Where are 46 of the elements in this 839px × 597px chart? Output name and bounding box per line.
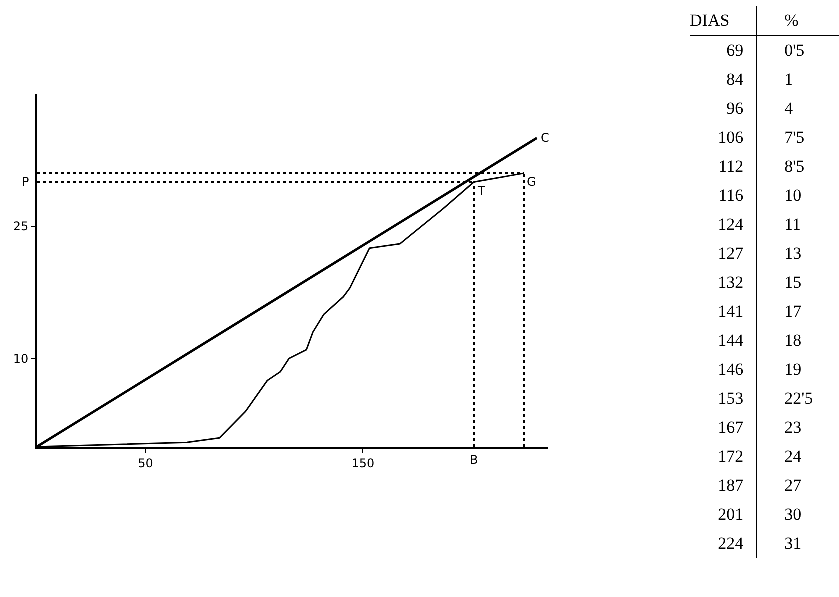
text: 106 <box>690 123 756 152</box>
text: 146 <box>690 355 756 384</box>
text: 15 <box>784 272 803 294</box>
annotation: G <box>527 175 536 189</box>
text: 84 <box>690 65 756 94</box>
text: 18 <box>784 330 803 352</box>
text: 201 <box>690 500 756 529</box>
text: 153 <box>690 384 756 413</box>
text: 11 <box>784 214 802 236</box>
text: 24 <box>784 446 803 468</box>
text: 31 <box>784 532 803 554</box>
text: 124 <box>690 210 756 239</box>
text: 13 <box>784 242 803 264</box>
text: 4 <box>784 98 794 120</box>
text: 167 <box>690 413 756 442</box>
text: 69 <box>690 36 756 65</box>
y-tick-label: 25 <box>13 220 29 234</box>
text: 27 <box>784 474 803 496</box>
text: 8'5 <box>784 156 806 178</box>
text: 96 <box>690 94 756 123</box>
ref-line-label: B <box>470 453 478 467</box>
text: 30 <box>784 504 803 526</box>
text: 132 <box>690 268 756 297</box>
text: 7'5 <box>784 126 806 148</box>
text: 127 <box>690 239 756 268</box>
text: 1 <box>784 68 794 90</box>
text: 116 <box>690 181 756 210</box>
text: 224 <box>690 529 756 558</box>
text: 10 <box>784 184 803 206</box>
text: 144 <box>690 326 756 355</box>
annotation: T <box>477 184 486 198</box>
text: 172 <box>690 442 756 471</box>
text: 23 <box>784 416 803 438</box>
text: 22'5 <box>784 388 814 410</box>
text: 17 <box>784 300 803 322</box>
text: % <box>756 6 839 36</box>
text: 0'5 <box>784 40 806 62</box>
x-tick-label: 150 <box>352 456 375 470</box>
text: DIAS <box>690 6 756 36</box>
text: 112 <box>690 152 756 181</box>
text: 141 <box>690 297 756 326</box>
x-tick-label: 50 <box>138 456 154 470</box>
text: 187 <box>690 471 756 500</box>
ref-line-label: P <box>22 175 30 189</box>
series-label: C <box>541 131 550 145</box>
text: 19 <box>784 358 803 380</box>
